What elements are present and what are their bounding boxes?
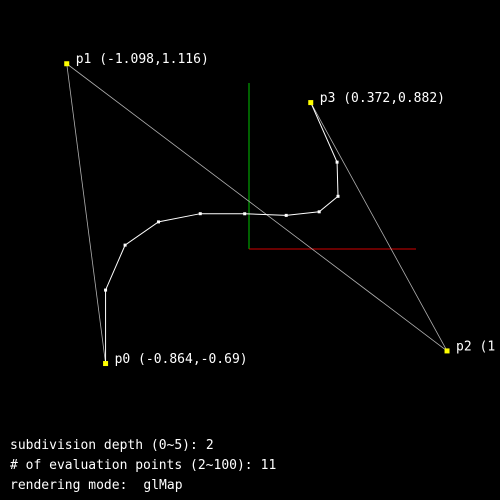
curve-point xyxy=(335,160,339,164)
setting-value: 2 xyxy=(206,438,214,453)
setting-label: subdivision depth (0~5): xyxy=(10,438,198,453)
curve-point xyxy=(157,220,161,224)
status-line: rendering mode: glMap xyxy=(10,478,183,493)
control-segment xyxy=(66,63,448,352)
status-line: # of evaluation points (2~100): 11 xyxy=(10,458,276,473)
control-points: p0 (-0.864,-0.69) p1 (-1.098,1.116) p2 (1 p… xyxy=(64,52,495,367)
control-point xyxy=(103,361,109,367)
curve-point xyxy=(198,212,202,216)
control-polygon xyxy=(66,63,448,364)
curve-point xyxy=(123,243,127,247)
setting-value: glMap xyxy=(143,478,182,493)
control-point xyxy=(308,100,314,106)
setting-label: rendering mode: xyxy=(10,478,127,493)
curve-point xyxy=(104,288,108,292)
status-text: subdivision depth (0~5): 2 # of evaluation… xyxy=(10,438,276,493)
control-point xyxy=(64,61,70,67)
curve-point xyxy=(317,210,321,214)
curve-point xyxy=(284,213,288,217)
control-point-label: p0 (-0.864,-0.69) xyxy=(115,352,248,367)
setting-value: 11 xyxy=(261,458,277,473)
curve-point xyxy=(336,194,340,198)
control-segment xyxy=(310,102,448,352)
control-point-label: p1 (-1.098,1.116) xyxy=(76,52,209,67)
control-point xyxy=(444,348,450,354)
curve-point xyxy=(243,212,247,216)
control-point-label: p3 (0.372,0.882) xyxy=(320,91,445,106)
status-line: subdivision depth (0~5): 2 xyxy=(10,438,214,453)
control-point-label: p2 (1 xyxy=(456,339,495,354)
setting-label: # of evaluation points (2~100): xyxy=(10,458,253,473)
control-segment xyxy=(66,63,106,364)
